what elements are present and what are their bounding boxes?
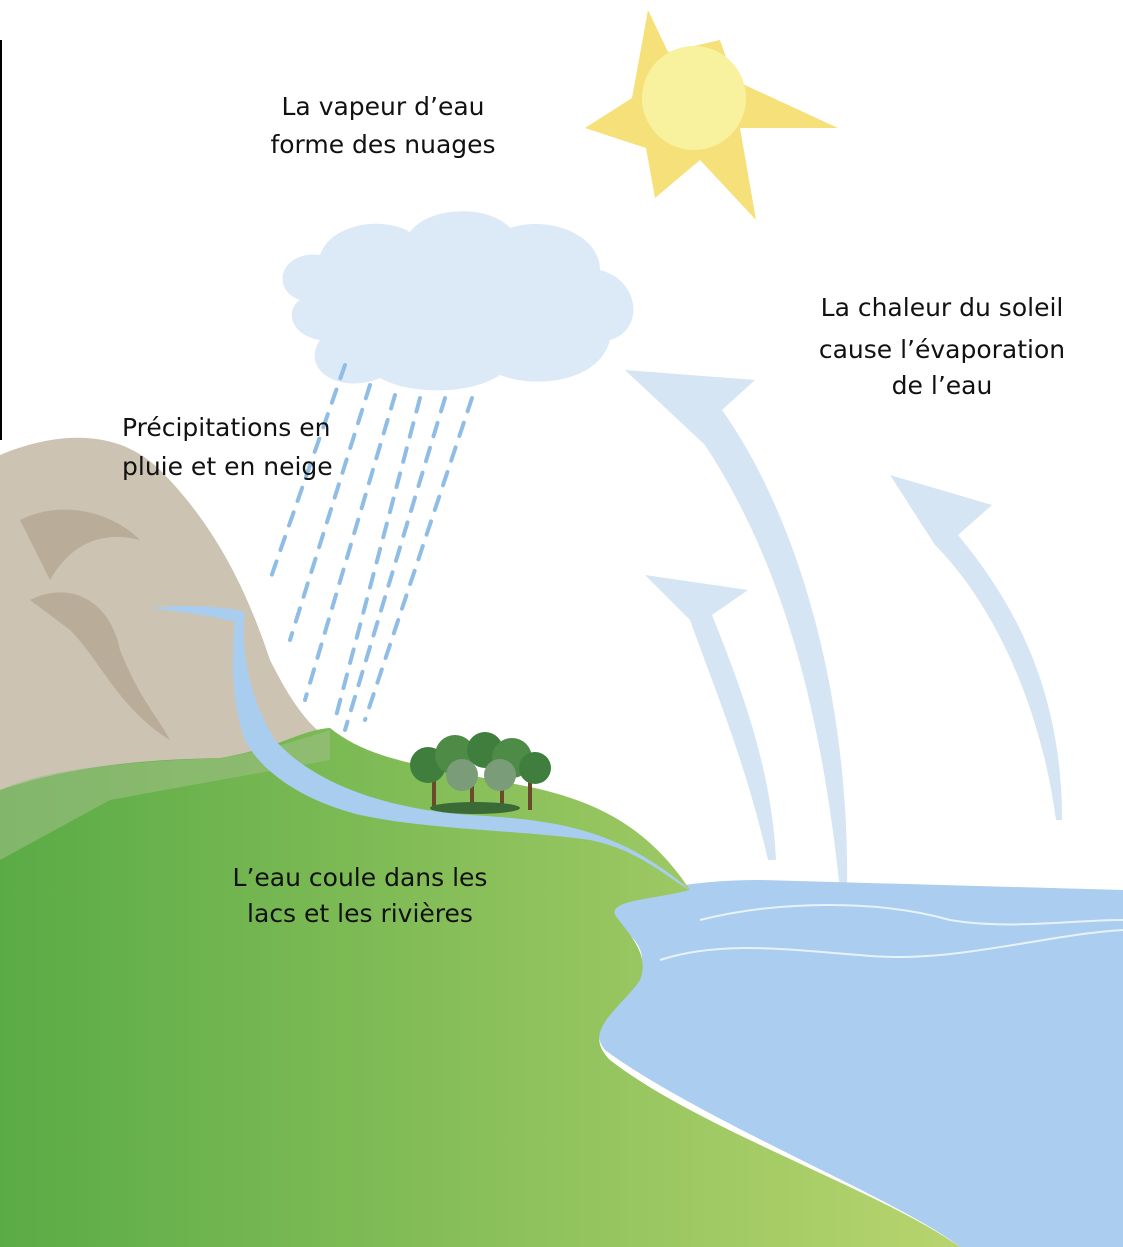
evaporation-arrow: [890, 475, 1062, 820]
label-line: de l’eau: [892, 371, 993, 400]
water-cycle: La vapeur d’eau forme des nuages La chal…: [0, 0, 1123, 1247]
evaporation-arrow: [625, 370, 847, 890]
cloud: [283, 211, 634, 390]
clouds-label: La vapeur d’eau forme des nuages: [270, 92, 495, 159]
precipitation-label: Précipitations en pluie et en neige: [122, 413, 333, 481]
label-line: forme des nuages: [270, 130, 495, 159]
label-line: cause l’évaporation: [819, 335, 1065, 364]
evaporation-label: La chaleur du soleil cause l’évaporation…: [819, 293, 1065, 400]
label-line: lacs et les rivières: [247, 899, 473, 928]
label-line: L’eau coule dans les: [233, 863, 488, 892]
label-line: La vapeur d’eau: [282, 92, 485, 121]
label-line: pluie et en neige: [122, 452, 333, 481]
label-line: Précipitations en: [122, 413, 330, 442]
label-line: La chaleur du soleil: [821, 293, 1064, 322]
evaporation-arrow: [645, 575, 776, 860]
sun: [585, 10, 838, 220]
